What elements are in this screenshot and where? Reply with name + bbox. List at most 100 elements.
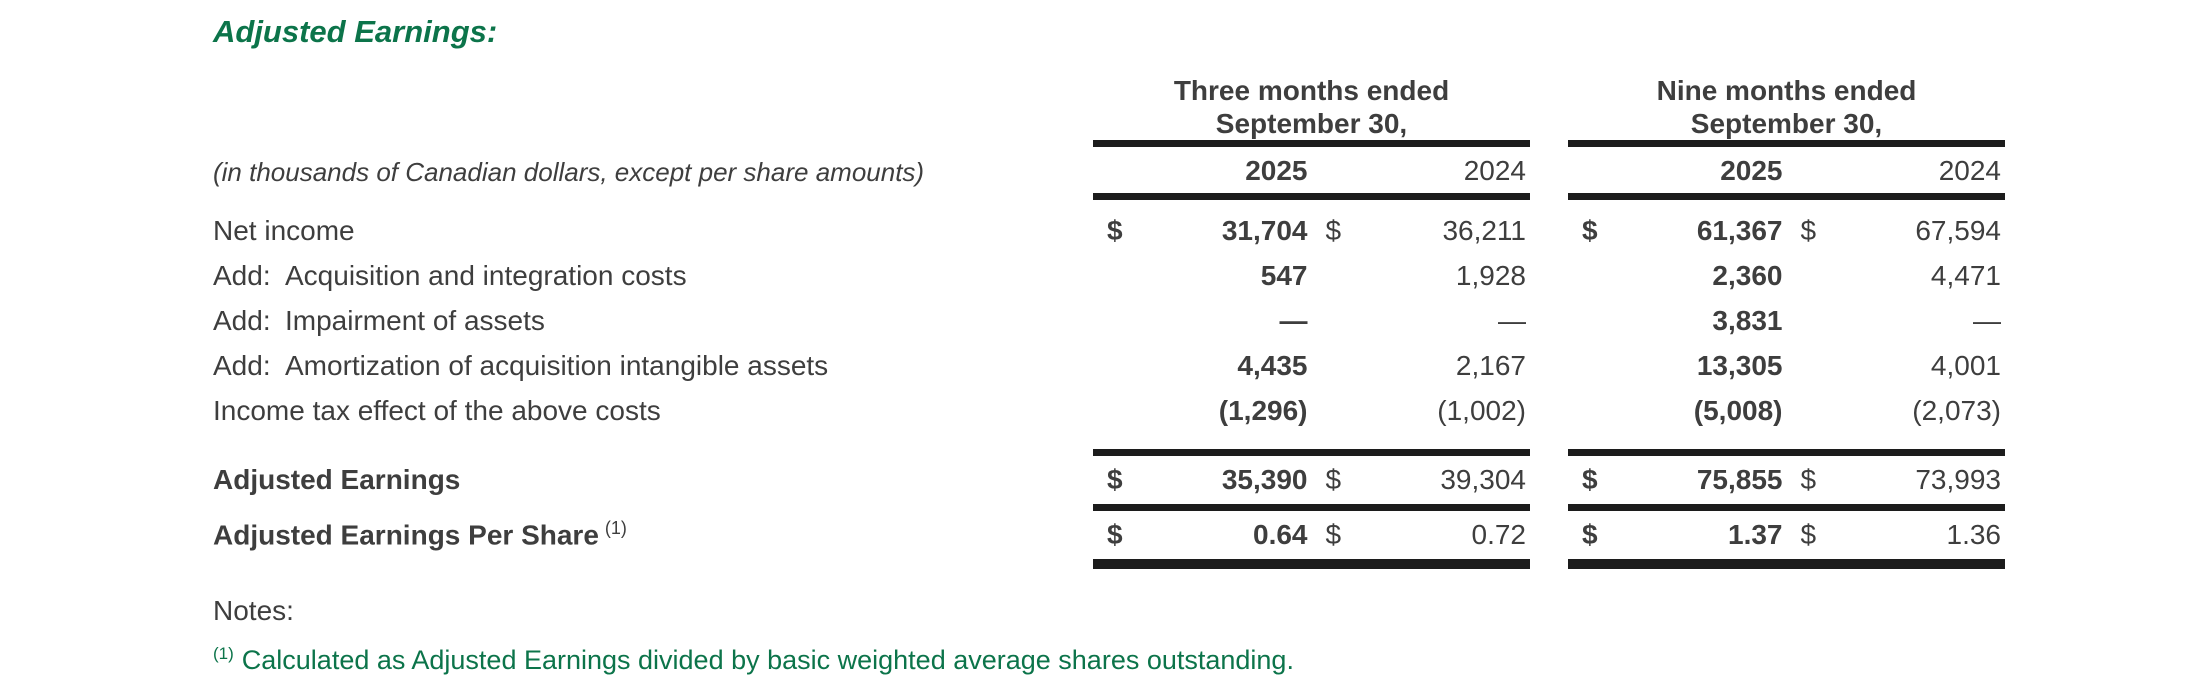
row-label: Adjusted Earnings: [213, 464, 1093, 496]
section-title: Adjusted Earnings:: [213, 14, 498, 49]
row-label-text: Income tax effect of the above costs: [213, 394, 661, 426]
value-cell: 2,167: [1312, 350, 1531, 382]
horizontal-rule: [1568, 504, 2005, 511]
col-group-three-months: Three months ended September 30,: [1093, 74, 1530, 140]
cell-value: 4,471: [1930, 259, 2001, 291]
value-cell: —: [1312, 305, 1531, 337]
value-cell: $75,855: [1568, 464, 1787, 496]
cell-value: —: [1279, 304, 1308, 336]
currency-symbol: $: [1325, 214, 1342, 246]
currency-symbol: $: [1107, 519, 1123, 550]
value-cell: $39,304: [1312, 464, 1531, 496]
row-label: Adjusted Earnings Per Share (1): [213, 518, 1093, 551]
currency-symbol: $: [1325, 519, 1342, 550]
row-label-superscript: (1): [604, 518, 627, 539]
row-label-prefix: Add:: [213, 304, 271, 336]
currency-symbol: $: [1582, 214, 1598, 246]
value-cell: (2,073): [1787, 395, 2006, 427]
column-gap: [1530, 74, 1568, 140]
horizontal-rule: [1093, 449, 1530, 456]
currency-symbol: $: [1582, 519, 1598, 550]
row-label: Add: Acquisition and integration costs: [213, 260, 1093, 292]
cell-value: 2,167: [1455, 349, 1526, 381]
units-note: (in thousands of Canadian dollars, excep…: [213, 157, 925, 187]
column-group-header-row: Three months ended September 30, Nine mo…: [213, 74, 2005, 140]
cell-value: (1,296): [1218, 394, 1308, 426]
cell-value: 61,367: [1696, 214, 1783, 246]
cell-value: 1,928: [1455, 259, 1526, 291]
table-rule: [213, 193, 2005, 200]
document-page: Adjusted Earnings: Three months ended Se…: [213, 14, 2005, 675]
table-row: Add: Acquisition and integration costs 54…: [213, 253, 2005, 298]
cell-value: 39,304: [1440, 464, 1526, 495]
year-header-2025: 2025: [1720, 155, 1783, 186]
table-rule: [213, 449, 2005, 456]
value-cell: —: [1093, 305, 1312, 337]
col-group-label-line1: Nine months ended: [1656, 75, 1917, 106]
value-cell: —: [1787, 305, 2006, 337]
table-row: Add: Amortization of acquisition intangib…: [213, 343, 2005, 388]
horizontal-rule: [1093, 140, 1530, 147]
value-cell: 4,435: [1093, 350, 1312, 382]
footnote-text: Calculated as Adjusted Earnings divided …: [241, 645, 1294, 675]
value-cell: $35,390: [1093, 464, 1312, 496]
value-cell: 13,305: [1568, 350, 1787, 382]
currency-symbol: $: [1107, 214, 1123, 246]
value-cell: (1,296): [1093, 395, 1312, 427]
value-cell: $1.37: [1568, 519, 1787, 551]
currency-symbol: $: [1800, 464, 1817, 495]
cell-value: 3,831: [1712, 304, 1783, 336]
value-cell: 547: [1093, 260, 1312, 292]
col-group-label-line1: Three months ended: [1173, 75, 1450, 106]
table-rule: [213, 504, 2005, 511]
cell-value: 4,435: [1237, 349, 1308, 381]
row-label-prefix: Add:: [213, 349, 271, 381]
cell-value: 547: [1260, 259, 1308, 291]
value-cell: (1,002): [1312, 395, 1531, 427]
value-cell: $31,704: [1093, 215, 1312, 247]
table-row: Income tax effect of the above costs (1,…: [213, 388, 2005, 433]
cell-value: (5,008): [1693, 394, 1783, 426]
cell-value: (1,002): [1437, 394, 1526, 426]
horizontal-rule: [1093, 193, 1530, 200]
row-label: Net income: [213, 215, 1093, 247]
row-label: Add: Amortization of acquisition intangib…: [213, 350, 1093, 382]
table-row: Adjusted Earnings $35,390 $39,304 $75,855…: [213, 456, 2005, 504]
row-label-prefix: Add:: [213, 259, 271, 291]
value-cell: (5,008): [1568, 395, 1787, 427]
cell-value: 73,993: [1915, 464, 2001, 495]
year-header-2024: 2024: [1463, 155, 1526, 186]
value-cell: 3,831: [1568, 305, 1787, 337]
currency-symbol: $: [1800, 519, 1817, 550]
row-label-text: Amortization of acquisition intangible a…: [285, 349, 829, 381]
row-label-text: Adjusted Earnings: [213, 464, 461, 495]
year-header-2024: 2024: [1938, 155, 2001, 186]
cell-value: 31,704: [1221, 214, 1308, 246]
cell-value: 35,390: [1221, 464, 1308, 495]
table-row: Net income $31,704 $36,211 $61,367 $67,594: [213, 208, 2005, 253]
col-group-label-line2: September 30,: [1215, 108, 1408, 139]
cell-value: 1.37: [1728, 519, 1783, 550]
cell-value: (2,073): [1912, 394, 2001, 426]
cell-value: —: [1973, 304, 2001, 336]
table-body: Net income $31,704 $36,211 $61,367 $67,594…: [213, 208, 2005, 569]
col-group-label-line2: September 30,: [1690, 108, 1883, 139]
row-label: Add: Impairment of assets: [213, 305, 1093, 337]
header-spacer: [213, 74, 1093, 140]
year-header-row: (in thousands of Canadian dollars, excep…: [213, 147, 2005, 193]
col-group-nine-months: Nine months ended September 30,: [1568, 74, 2005, 140]
row-label-text: Net income: [213, 214, 355, 246]
cell-value: 36,211: [1442, 214, 1526, 246]
currency-symbol: $: [1325, 464, 1342, 495]
cell-value: 2,360: [1712, 259, 1783, 291]
horizontal-rule: [1093, 559, 1530, 569]
cell-value: 4,001: [1930, 349, 2001, 381]
adjusted-earnings-table: Three months ended September 30, Nine mo…: [213, 74, 2005, 569]
value-cell: $73,993: [1787, 464, 2006, 496]
year-header-2025: 2025: [1245, 155, 1308, 186]
table-rule: [213, 140, 2005, 147]
cell-value: 67,594: [1915, 214, 2001, 246]
horizontal-rule: [1568, 193, 2005, 200]
currency-symbol: $: [1582, 464, 1598, 495]
row-label: Income tax effect of the above costs: [213, 395, 1093, 427]
